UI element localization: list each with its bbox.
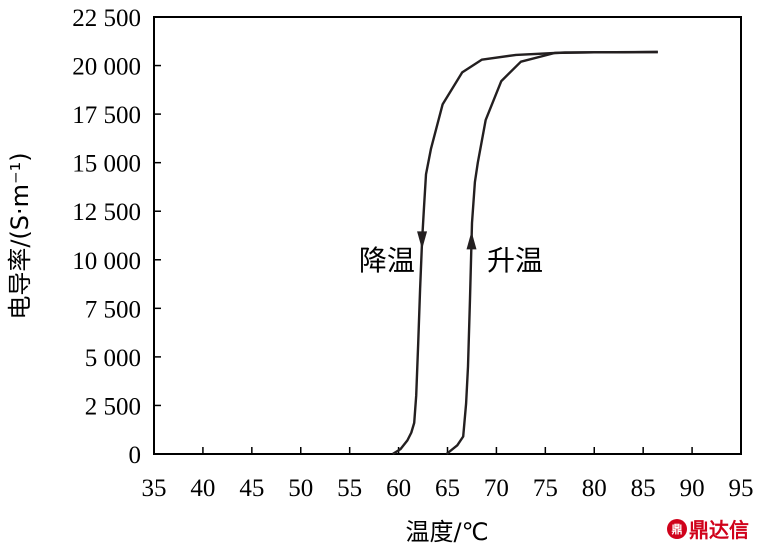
y-axis-ticks: 0 2 500 5 000 7 500 10 000 12 500 15 000 17 500… [72,5,161,469]
annotation-label: 升温 [487,244,543,277]
plot-frame [153,16,742,455]
x-tick-label: 35 [142,475,167,502]
x-tick-label: 40 [190,475,215,502]
x-tick-label: 85 [631,475,656,502]
x-tick-label: 90 [680,475,705,502]
y-tick-label: 15 000 [72,151,141,178]
y-tick-label: 17 500 [72,102,141,129]
y-tick-label: 20 000 [72,54,141,81]
x-axis-title: 温度/℃ [405,518,488,546]
x-tick-label: 60 [386,475,411,502]
annotation-layer: 降温 升温 [359,244,543,277]
y-tick-label: 0 [129,442,142,469]
series-line-1 [445,50,658,455]
series-layer [392,50,658,456]
x-tick-label: 70 [484,475,509,502]
x-tick-label: 50 [288,475,313,502]
series-arrow-0 [417,231,428,250]
watermark-logo-icon: 鼎 [667,518,687,539]
watermark: 鼎 鼎达信 [667,514,749,543]
annotation-label: 降温 [359,244,415,277]
y-tick-label: 22 500 [72,5,141,32]
y-tick-label: 2 500 [85,393,141,420]
series-arrow-1 [466,231,477,250]
y-axis-title: 电导率/(S·m⁻¹) [6,152,34,319]
x-tick-label: 55 [337,475,362,502]
y-tick-label: 5 000 [85,345,141,372]
x-tick-label: 80 [582,475,607,502]
y-tick-label: 10 000 [72,248,141,275]
watermark-text: 鼎达信 [689,518,749,542]
x-tick-label: 75 [533,475,558,502]
x-axis-ticks: 35 40 45 50 55 60 65 70 75 80 85 90 95 [142,447,754,502]
y-tick-label: 7 500 [85,296,141,323]
y-tick-label: 12 500 [72,199,141,226]
x-tick-label: 65 [435,475,460,502]
x-tick-label: 95 [729,475,754,502]
x-tick-label: 45 [239,475,264,502]
